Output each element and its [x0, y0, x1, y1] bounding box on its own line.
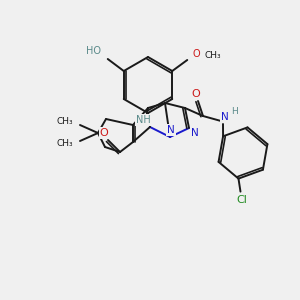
Text: N: N [221, 112, 229, 122]
Text: NH: NH [136, 115, 150, 125]
Text: CH₃: CH₃ [204, 50, 221, 59]
Text: O: O [192, 89, 200, 99]
Text: O: O [100, 128, 108, 138]
Text: N: N [191, 128, 199, 138]
Text: H: H [231, 106, 238, 116]
Text: Cl: Cl [236, 195, 247, 205]
Text: CH₃: CH₃ [57, 140, 73, 148]
Text: HO: HO [86, 46, 101, 56]
Text: CH₃: CH₃ [57, 118, 73, 127]
Text: O: O [192, 49, 200, 59]
Text: N: N [167, 125, 175, 135]
